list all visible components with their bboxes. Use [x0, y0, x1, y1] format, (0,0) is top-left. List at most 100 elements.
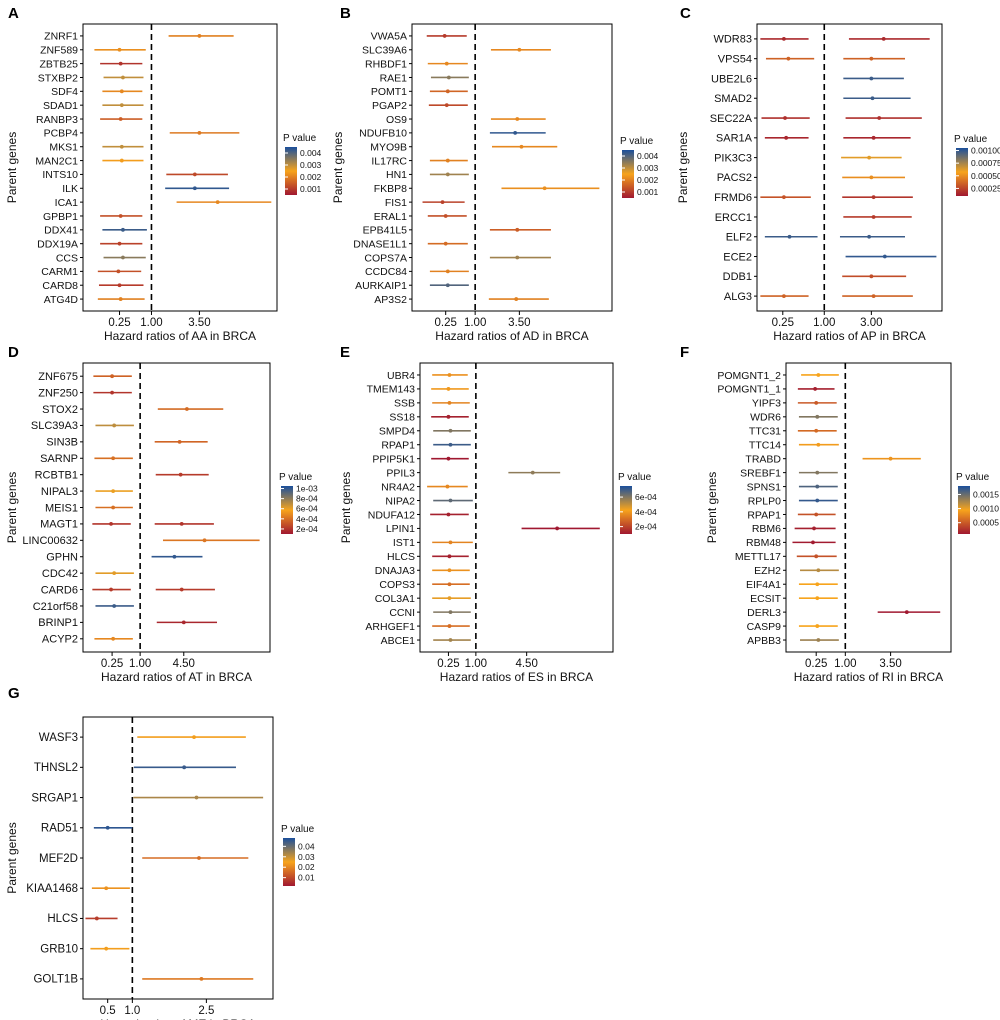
hr-point [202, 538, 207, 543]
y-axis-label: Parent genes [705, 472, 719, 543]
panel-letter: C [680, 5, 691, 22]
hr-point [104, 886, 109, 891]
hr-point [178, 472, 183, 477]
gene-label: SLC39A6 [362, 45, 407, 57]
gene-label: FRMD6 [714, 192, 752, 204]
gene-label: DDB1 [723, 271, 752, 283]
legend-tick-label: 0.00050 [971, 171, 1000, 181]
gene-label: MAN2C1 [35, 155, 78, 167]
hr-point [888, 456, 893, 461]
legend-tick-label: 0.01 [298, 873, 315, 883]
hr-point [117, 47, 122, 52]
hr-point [816, 568, 821, 573]
hr-point [112, 604, 117, 608]
hr-point [117, 283, 122, 288]
hr-point [111, 489, 116, 493]
x-axis-label: Hazard ratios of AA in BRCA [104, 329, 256, 343]
hr-point [445, 484, 450, 489]
x-axis-label: Hazard ratios of AT in BRCA [101, 670, 252, 684]
panel-f: F POMGNT1_2 POMGNT1_1 YIPF3 WDR6 TTC31 TTC14TR… [680, 344, 999, 684]
x-tick-label: 4.50 [515, 658, 537, 670]
x-tick-label: 0.25 [101, 658, 123, 670]
p-value-legend: P value 6e-04 4e-04 2e-04 [618, 472, 657, 534]
gene-label: IL17RC [371, 155, 407, 167]
gene-label: NDUFA12 [368, 509, 415, 521]
gene-label: RAE1 [380, 72, 408, 84]
hr-point [447, 596, 452, 601]
gene-label: COPS7A [364, 252, 407, 264]
p-value-legend: P value 0.0015 0.0010 0.0005 [956, 472, 999, 534]
hr-point [111, 636, 116, 641]
gene-label: FIS1 [385, 197, 407, 209]
x-tick-label: 3.50 [188, 317, 210, 329]
gene-label: RHBDF1 [365, 58, 407, 70]
gene-label: DDX19A [37, 238, 78, 250]
plot-frame [82, 23, 278, 312]
hr-point [192, 735, 196, 740]
gene-label: ZNRF1 [44, 31, 78, 43]
y-axis-label: Parent genes [5, 472, 19, 543]
gene-label: POMT1 [371, 86, 407, 98]
gene-label: SPNS1 [747, 481, 782, 493]
y-axis-label: Parent genes [5, 132, 19, 203]
plot-frame [419, 362, 614, 653]
gene-label: POMGNT1_2 [717, 370, 781, 382]
hr-point [904, 610, 909, 615]
panel-g: G WASF3 THNSL2 SRGAP1 RAD51 MEF2D KIAA1468 HLCS… [5, 685, 315, 1020]
gene-label: SMAD2 [714, 93, 752, 105]
hr-point [121, 227, 125, 232]
gene-label: ZNF250 [38, 387, 78, 399]
x-tick-label: 1.0 [124, 1005, 140, 1017]
panel-letter: B [340, 5, 351, 22]
gene-label: DNAJA3 [375, 565, 415, 577]
hr-point [116, 269, 121, 274]
gene-label: EIF4A1 [746, 579, 781, 591]
hr-point [443, 214, 448, 218]
legend-tick-label: 8e-04 [296, 494, 318, 504]
hr-point [877, 116, 882, 120]
gene-label: APBB3 [747, 635, 781, 647]
p-value-legend: P value 0.004 0.003 0.002 0.001 [620, 136, 659, 198]
gene-label: ECE2 [723, 251, 752, 263]
hr-point [786, 56, 791, 61]
legend-tick-label: 6e-04 [635, 492, 657, 502]
hr-point [119, 158, 124, 163]
p-value-legend: P value 0.040.030.020.01 [281, 824, 315, 886]
hr-point [179, 587, 184, 592]
legend-tick-label: 0.00100 [971, 146, 1000, 156]
gene-label: THNSL2 [34, 762, 78, 774]
hr-point [448, 498, 453, 503]
hr-point [448, 638, 453, 642]
hr-point [871, 195, 876, 200]
gene-label: ZNF589 [40, 45, 78, 57]
hr-point [814, 400, 819, 405]
gene-label: TMEM143 [367, 384, 416, 396]
hr-point [815, 498, 820, 503]
hr-point [514, 297, 519, 301]
legend-title: P value [283, 133, 317, 144]
hr-point [869, 76, 874, 81]
legend-tick-label: 0.00025 [971, 183, 1000, 193]
legend-title: P value [620, 136, 654, 147]
legend-title: P value [954, 134, 988, 145]
hr-point [447, 554, 452, 559]
gene-label: STOX2 [42, 404, 78, 416]
hr-point [443, 241, 448, 246]
hr-point [555, 526, 560, 531]
hr-point [515, 255, 520, 260]
gene-label: SDAD1 [43, 100, 78, 112]
hr-point [446, 512, 451, 517]
hr-point [815, 596, 820, 601]
hr-point [871, 135, 876, 140]
hr-point [867, 234, 872, 239]
gene-label: YIPF3 [752, 398, 781, 410]
gene-label: RAD51 [41, 823, 78, 835]
y-axis-label: Parent genes [676, 132, 690, 203]
legend-title: P value [281, 824, 315, 835]
gene-label: ICA1 [55, 197, 79, 209]
gene-label: UBR4 [387, 370, 415, 382]
legend-tick-label: 0.002 [300, 172, 322, 182]
